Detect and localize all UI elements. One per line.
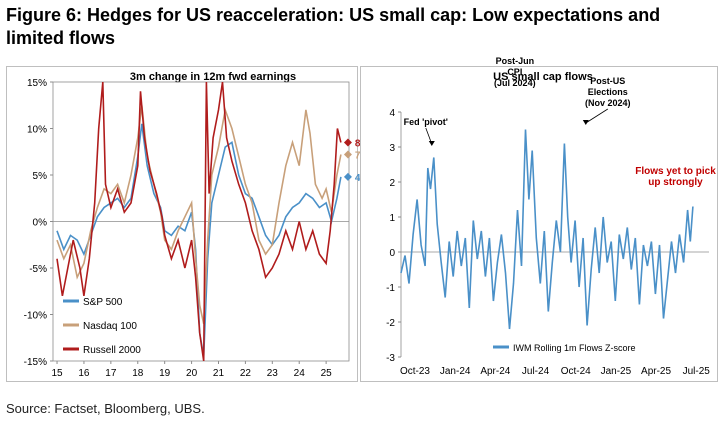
legend-label: Nasdaq 100	[83, 321, 137, 332]
legend-label: IWM Rolling 1m Flows Z-score	[513, 343, 636, 353]
x-tick-label: 19	[159, 368, 171, 379]
annotation-arrow	[585, 108, 609, 124]
x-tick-label: Apr-25	[641, 366, 671, 377]
annotation-text: up strongly	[648, 177, 703, 188]
x-tick-label: Jul-25	[683, 366, 711, 377]
end-marker	[343, 138, 352, 147]
annotation-text: Elections	[588, 87, 628, 97]
series-line-nasdaq-100	[56, 105, 342, 324]
x-tick-label: 15	[51, 368, 63, 379]
y-tick-label: 1	[389, 213, 395, 224]
legend-label: Russell 2000	[83, 345, 141, 356]
y-tick-label: 0%	[33, 218, 48, 229]
x-tick-label: 18	[132, 368, 144, 379]
legend-label: S&P 500	[83, 297, 123, 308]
x-tick-label: 21	[213, 368, 225, 379]
chart-title: US small cap flows	[493, 71, 593, 83]
y-tick-label: -5%	[29, 264, 47, 275]
series-line-iwm-flows	[400, 129, 694, 330]
earnings-revision-chart: 3m change in 12m fwd earnings -15% -10% -5%…	[6, 66, 378, 382]
small-cap-flows-chart: US small cap flows -3 -2 -1 0 1 2 3 4 Oct-23 Jan-2…	[360, 56, 718, 382]
x-tick-label: 20	[186, 368, 198, 379]
x-tick-label: Jan-25	[601, 366, 632, 377]
y-tick-label: 10%	[27, 125, 47, 136]
y-tick-label: 0	[389, 248, 395, 259]
annotation-text: Post-US	[590, 76, 625, 86]
x-tick-label: 16	[78, 368, 90, 379]
y-tick-label: -10%	[24, 311, 47, 322]
x-tick-label: Apr-24	[480, 366, 510, 377]
y-tick-label: -2	[386, 318, 395, 329]
chart-title: 3m change in 12m fwd earnings	[130, 71, 296, 83]
x-tick-label: 17	[105, 368, 117, 379]
x-tick-label: Jan-24	[440, 366, 471, 377]
annotation-text: Flows yet to pick	[635, 166, 716, 177]
y-tick-label: 5%	[33, 171, 48, 182]
annotation-text: (Jul 2024)	[494, 78, 536, 88]
y-tick-label: -1	[386, 283, 395, 294]
figure-title: Figure 6: Hedges for US reacceleration: …	[6, 5, 661, 48]
annotation-text: Fed 'pivot'	[404, 117, 448, 127]
x-tick-label: 25	[321, 368, 333, 379]
small-cap-flows-plot: US small cap flows -3 -2 -1 0 1 2 3 4 Oct-23 Jan-2…	[386, 56, 716, 377]
x-tick-label: Oct-23	[400, 366, 430, 377]
x-tick-label: 24	[294, 368, 306, 379]
end-marker	[343, 150, 352, 159]
y-tick-label: -15%	[24, 357, 47, 368]
annotation-text: Post-Jun	[496, 56, 535, 66]
series-line-russell-2000	[56, 82, 342, 361]
annotation-text: CPI	[507, 67, 522, 77]
y-tick-label: -3	[386, 353, 395, 364]
y-tick-label: 4	[389, 108, 395, 119]
earnings-revision-plot: 3m change in 12m fwd earnings -15% -10% -5%…	[24, 71, 378, 379]
x-tick-label: 23	[267, 368, 279, 379]
y-tick-label: 3	[389, 143, 395, 154]
annotation-arrowhead	[428, 141, 435, 146]
y-tick-label: 2	[389, 178, 395, 189]
y-tick-label: 15%	[27, 78, 47, 89]
x-tick-label: 22	[240, 368, 252, 379]
x-tick-label: Oct-24	[561, 366, 591, 377]
end-marker	[343, 172, 352, 181]
x-tick-label: Jul-24	[522, 366, 550, 377]
source-note: Source: Factset, Bloomberg, UBS.	[6, 401, 205, 416]
annotation-arrowhead	[582, 120, 589, 125]
annotation-text: (Nov 2024)	[585, 98, 631, 108]
